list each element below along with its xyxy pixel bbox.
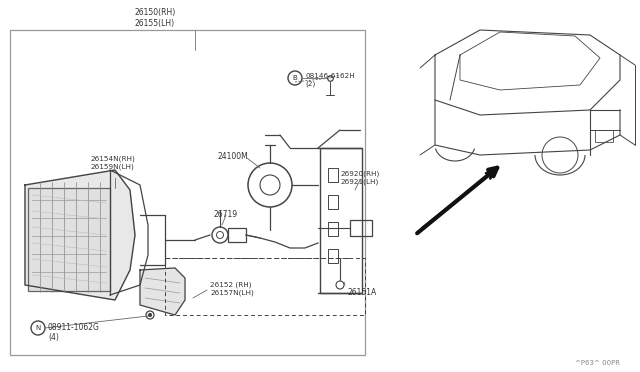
Text: N: N bbox=[35, 325, 40, 331]
Bar bbox=[228, 228, 246, 242]
Polygon shape bbox=[140, 268, 185, 315]
Bar bbox=[350, 220, 372, 236]
Text: 24100M: 24100M bbox=[218, 152, 249, 161]
Bar bbox=[320, 148, 362, 293]
Bar bbox=[328, 222, 338, 236]
Text: 26150(RH)
26155(LH): 26150(RH) 26155(LH) bbox=[134, 8, 175, 28]
Text: 08911-1062G: 08911-1062G bbox=[48, 323, 100, 332]
Text: 26920(RH)
26921(LH): 26920(RH) 26921(LH) bbox=[340, 170, 380, 185]
Bar bbox=[328, 168, 338, 182]
Bar bbox=[328, 249, 338, 263]
Text: B: B bbox=[292, 75, 298, 81]
Circle shape bbox=[148, 314, 152, 317]
Bar bbox=[328, 195, 338, 209]
Text: 26719: 26719 bbox=[213, 210, 237, 219]
Bar bbox=[28, 188, 110, 291]
Text: (4): (4) bbox=[48, 333, 59, 342]
Text: 08146-6162H
(2): 08146-6162H (2) bbox=[305, 73, 355, 87]
Text: ^P63^ 00PR: ^P63^ 00PR bbox=[575, 360, 620, 366]
Polygon shape bbox=[25, 170, 135, 300]
Bar bbox=[595, 130, 613, 142]
Bar bbox=[10, 30, 365, 355]
Text: 26152 (RH)
26157N(LH): 26152 (RH) 26157N(LH) bbox=[210, 282, 253, 296]
Text: 26154N(RH)
26159N(LH): 26154N(RH) 26159N(LH) bbox=[90, 155, 135, 170]
Text: 26151A: 26151A bbox=[348, 288, 377, 297]
